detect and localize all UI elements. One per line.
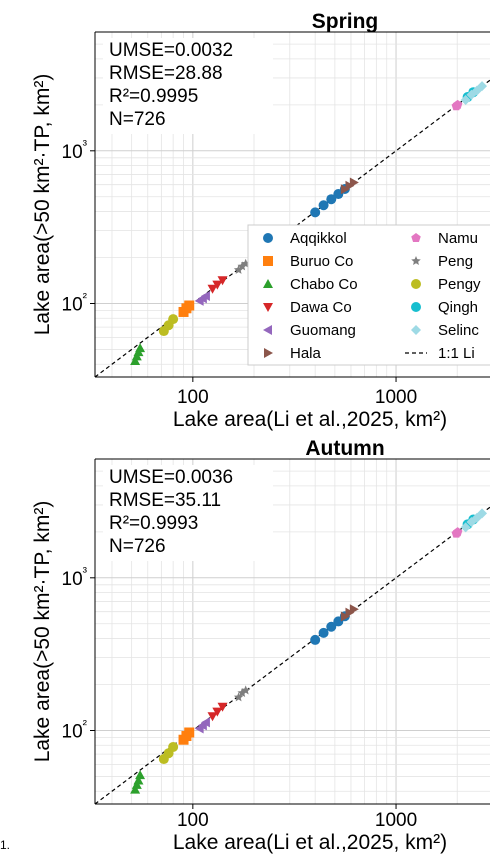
data-point-selinc xyxy=(460,95,471,106)
legend-label: Qingh xyxy=(438,299,478,316)
legend-marker xyxy=(411,233,421,243)
legend-marker xyxy=(411,279,421,289)
legend-label: 1:1 Li xyxy=(438,345,475,362)
y-tick-label: 10² xyxy=(62,716,88,742)
y-axis-label: Lake area(>50 km²·TP, km²) xyxy=(31,74,54,336)
data-point-aqqikkol xyxy=(318,200,329,211)
legend-label: Aqqikkol xyxy=(290,230,347,247)
data-point-peng xyxy=(237,688,247,698)
data-point-hala xyxy=(340,184,350,195)
data-point-pengy xyxy=(168,741,179,752)
stats-box xyxy=(103,465,273,561)
data-point-aqqikkol xyxy=(318,627,329,638)
legend-box xyxy=(247,224,490,366)
legend-marker xyxy=(263,279,273,288)
data-point-namu xyxy=(452,527,463,537)
chart-title: Autumn xyxy=(305,437,384,460)
stats-line: R²=0.9995 xyxy=(109,86,198,107)
x-tick-label: 1000 xyxy=(375,810,417,831)
data-point-namu xyxy=(452,99,463,109)
x-tick-label: 100 xyxy=(177,387,209,408)
data-point-chabo-co xyxy=(133,775,144,785)
data-point-buruo-co xyxy=(184,300,195,311)
data-point-hala xyxy=(349,604,359,615)
legend-marker xyxy=(411,256,421,266)
stats-line: N=726 xyxy=(109,536,166,557)
legend-marker xyxy=(411,325,421,335)
data-point-peng xyxy=(233,264,244,274)
legend-label: Peng xyxy=(438,253,473,270)
legend-marker xyxy=(263,303,273,312)
autumn-panel: 100 1000 10² 10³ Autumn Lake area(Li et al.,2… xyxy=(31,437,490,854)
legend-label: Namu xyxy=(438,230,478,247)
data-point-chabo-co xyxy=(135,770,146,780)
x-tick-label: 100 xyxy=(177,810,209,831)
legend-marker xyxy=(411,302,421,312)
data-point-selinc xyxy=(477,81,488,92)
y-tick-label: 10² xyxy=(62,289,88,315)
data-point-aqqikkol xyxy=(326,194,337,205)
x-axis-label: Lake area(Li et al.,2025, km²) xyxy=(173,831,447,854)
legend-label: Dawa Co xyxy=(290,299,352,316)
data-point-chabo-co xyxy=(130,356,141,366)
data-point-hala xyxy=(340,611,350,622)
data-point-dawa-co xyxy=(212,280,223,290)
data-point-peng xyxy=(233,692,244,702)
legend-marker xyxy=(263,256,273,266)
stats-line: R²=0.9993 xyxy=(109,513,198,534)
data-point-aqqikkol xyxy=(310,207,321,218)
data-point-selinc xyxy=(460,522,471,533)
data-point-dawa-co xyxy=(207,284,218,294)
stats-line: UMSE=0.0036 xyxy=(109,467,233,488)
data-point-chabo-co xyxy=(130,784,141,794)
stats-line: RMSE=28.88 xyxy=(109,63,223,84)
x-axis-label: Lake area(Li et al.,2025, km²) xyxy=(173,408,447,431)
data-point-hala xyxy=(349,177,359,188)
data-point-peng xyxy=(237,261,247,271)
legend-marker xyxy=(263,233,273,243)
data-point-dawa-co xyxy=(217,276,228,286)
data-point-buruo-co xyxy=(184,727,195,738)
data-point-chabo-co xyxy=(135,343,146,353)
y-tick-label: 10³ xyxy=(62,137,88,163)
legend-label: Selinc xyxy=(438,322,479,339)
data-point-guomang xyxy=(200,290,210,301)
legend-label: Guomang xyxy=(290,322,356,339)
stats-line: RMSE=35.11 xyxy=(109,490,221,511)
data-point-aqqikkol xyxy=(326,621,337,632)
data-point-peng xyxy=(240,685,251,695)
legend-label: Pengy xyxy=(438,276,481,293)
data-point-dawa-co xyxy=(212,707,223,717)
stats-line: UMSE=0.0032 xyxy=(109,40,233,61)
legend-label: Chabo Co xyxy=(290,276,358,293)
legend-label: Hala xyxy=(290,345,322,362)
stray-text: 1. xyxy=(0,838,11,852)
data-point-selinc xyxy=(477,508,488,519)
data-point-pengy xyxy=(168,314,179,325)
data-point-guomang xyxy=(200,717,210,728)
x-tick-label: 1000 xyxy=(375,387,417,408)
data-point-dawa-co xyxy=(217,702,228,712)
legend-marker xyxy=(263,325,272,335)
spring-panel: 100 1000 10² 10³ Spring Lake area(Li et al.,2… xyxy=(31,10,490,431)
chart-title: Spring xyxy=(312,10,379,33)
y-tick-label: 10³ xyxy=(62,564,88,590)
legend-label: Buruo Co xyxy=(290,253,353,270)
stats-box xyxy=(103,38,273,134)
legend: Aqqikkol Buruo Co Chabo Co Dawa Co Guomang Ha… xyxy=(247,224,490,366)
legend-marker xyxy=(264,348,273,358)
stats-line: N=726 xyxy=(109,109,166,130)
y-axis-label: Lake area(>50 km²·TP, km²) xyxy=(31,501,54,763)
data-point-aqqikkol xyxy=(310,634,321,645)
data-point-dawa-co xyxy=(207,712,218,722)
